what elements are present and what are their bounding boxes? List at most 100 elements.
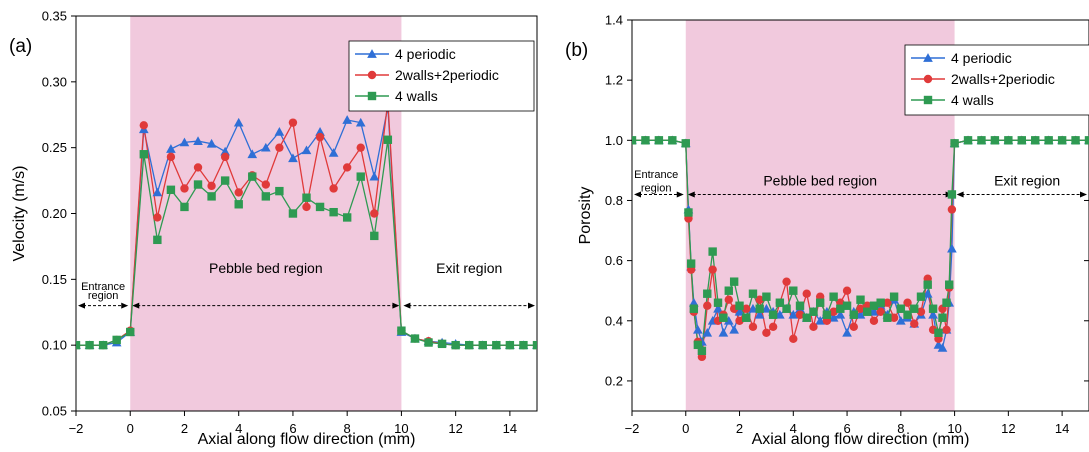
data-point bbox=[963, 136, 973, 145]
data-point bbox=[207, 192, 216, 201]
data-point bbox=[928, 304, 938, 313]
x-tick-label: −2 bbox=[625, 421, 640, 436]
x-axis-label: Axial along flow direction (mm) bbox=[198, 431, 416, 448]
x-tick-label: 12 bbox=[1001, 421, 1015, 436]
x-tick-label: 6 bbox=[289, 421, 296, 436]
data-point bbox=[370, 209, 379, 218]
legend-label: 2walls+2periodic bbox=[951, 71, 1055, 87]
data-point bbox=[166, 144, 176, 153]
data-point bbox=[755, 295, 764, 304]
data-point bbox=[247, 149, 258, 159]
legend-label: 2walls+2periodic bbox=[395, 67, 499, 83]
data-point bbox=[829, 292, 838, 301]
region-annotation: Entrance bbox=[634, 169, 678, 181]
data-point bbox=[775, 298, 785, 307]
y-tick-label: 0.4 bbox=[605, 313, 623, 328]
region-arrowhead bbox=[634, 191, 641, 198]
data-point bbox=[856, 304, 865, 313]
x-tick-label: 8 bbox=[344, 421, 351, 436]
data-point bbox=[1071, 136, 1080, 145]
y-tick-label: 1.2 bbox=[605, 73, 623, 88]
series-group bbox=[632, 135, 1089, 362]
data-point bbox=[856, 295, 865, 304]
data-point bbox=[883, 313, 892, 322]
data-point bbox=[248, 172, 257, 181]
data-point bbox=[916, 292, 926, 301]
data-point bbox=[697, 346, 707, 356]
y-tick-label: 0.15 bbox=[42, 272, 67, 287]
data-point bbox=[945, 280, 954, 289]
region-arrowhead bbox=[956, 191, 964, 198]
x-tick-label: 6 bbox=[843, 421, 850, 436]
region-annotation: region bbox=[641, 182, 672, 194]
data-point bbox=[734, 306, 745, 316]
data-point bbox=[1084, 136, 1089, 145]
series-group bbox=[76, 97, 537, 350]
data-point bbox=[207, 181, 216, 191]
data-point bbox=[950, 139, 959, 148]
x-tick-label: 4 bbox=[235, 421, 242, 436]
legend-label: 4 periodic bbox=[951, 50, 1012, 66]
panel-0: −2 0 2 4 6 8 10 12 14 0.05 0.10 0.15 0.20 0.25 0.30 0.3… bbox=[9, 9, 538, 448]
data-point bbox=[153, 235, 162, 245]
data-point bbox=[166, 152, 176, 162]
data-point bbox=[855, 309, 866, 319]
data-point bbox=[849, 322, 858, 331]
data-point bbox=[139, 150, 148, 159]
data-point bbox=[85, 340, 94, 350]
data-point bbox=[451, 340, 460, 350]
data-point bbox=[724, 295, 733, 304]
data-point bbox=[842, 327, 852, 337]
region-arrowhead bbox=[403, 302, 411, 309]
data-point bbox=[234, 200, 243, 209]
y-tick-label: 0.8 bbox=[605, 193, 623, 208]
data-point bbox=[519, 340, 528, 350]
data-point bbox=[220, 176, 230, 185]
data-point bbox=[742, 304, 751, 313]
data-point bbox=[828, 312, 839, 322]
y-axis-label: Velocity (m/s) bbox=[11, 165, 28, 261]
region-annotation: region bbox=[88, 290, 119, 302]
data-point bbox=[977, 136, 986, 145]
data-point bbox=[729, 324, 739, 334]
data-point bbox=[723, 315, 734, 325]
region-arrowhead bbox=[132, 302, 140, 309]
data-point bbox=[275, 186, 284, 196]
data-point bbox=[802, 289, 811, 298]
data-point bbox=[815, 315, 826, 325]
data-point bbox=[937, 343, 948, 352]
data-point bbox=[795, 301, 805, 310]
data-point bbox=[775, 309, 785, 319]
y-tick-label: 1.4 bbox=[605, 13, 623, 28]
data-point bbox=[302, 202, 311, 212]
data-point bbox=[842, 301, 852, 310]
data-point bbox=[693, 340, 703, 350]
data-point bbox=[835, 309, 846, 319]
region-arrowhead bbox=[78, 302, 85, 309]
data-point bbox=[916, 307, 926, 316]
y-tick-label: 0.35 bbox=[42, 9, 67, 24]
region-annotation: Exit region bbox=[436, 260, 502, 276]
data-point bbox=[233, 117, 244, 127]
data-point bbox=[328, 148, 339, 157]
data-point bbox=[713, 298, 723, 307]
region-arrowhead bbox=[1080, 191, 1087, 198]
data-point bbox=[342, 163, 352, 172]
region-annotation: Pebble bed region bbox=[763, 172, 877, 188]
data-point bbox=[822, 310, 832, 319]
data-point bbox=[889, 292, 899, 301]
legend-label: 4 periodic bbox=[395, 46, 456, 62]
data-point bbox=[761, 303, 772, 313]
y-tick-label: 0.2 bbox=[605, 373, 623, 388]
region-arrowhead bbox=[392, 302, 400, 309]
data-point bbox=[829, 307, 838, 316]
x-tick-label: 14 bbox=[1055, 421, 1069, 436]
data-point bbox=[193, 180, 203, 189]
y-tick-label: 0.30 bbox=[42, 74, 67, 89]
data-point bbox=[809, 307, 818, 316]
data-point bbox=[922, 288, 933, 298]
x-tick-label: 14 bbox=[503, 421, 517, 436]
data-point bbox=[947, 190, 957, 199]
data-point bbox=[288, 153, 298, 163]
